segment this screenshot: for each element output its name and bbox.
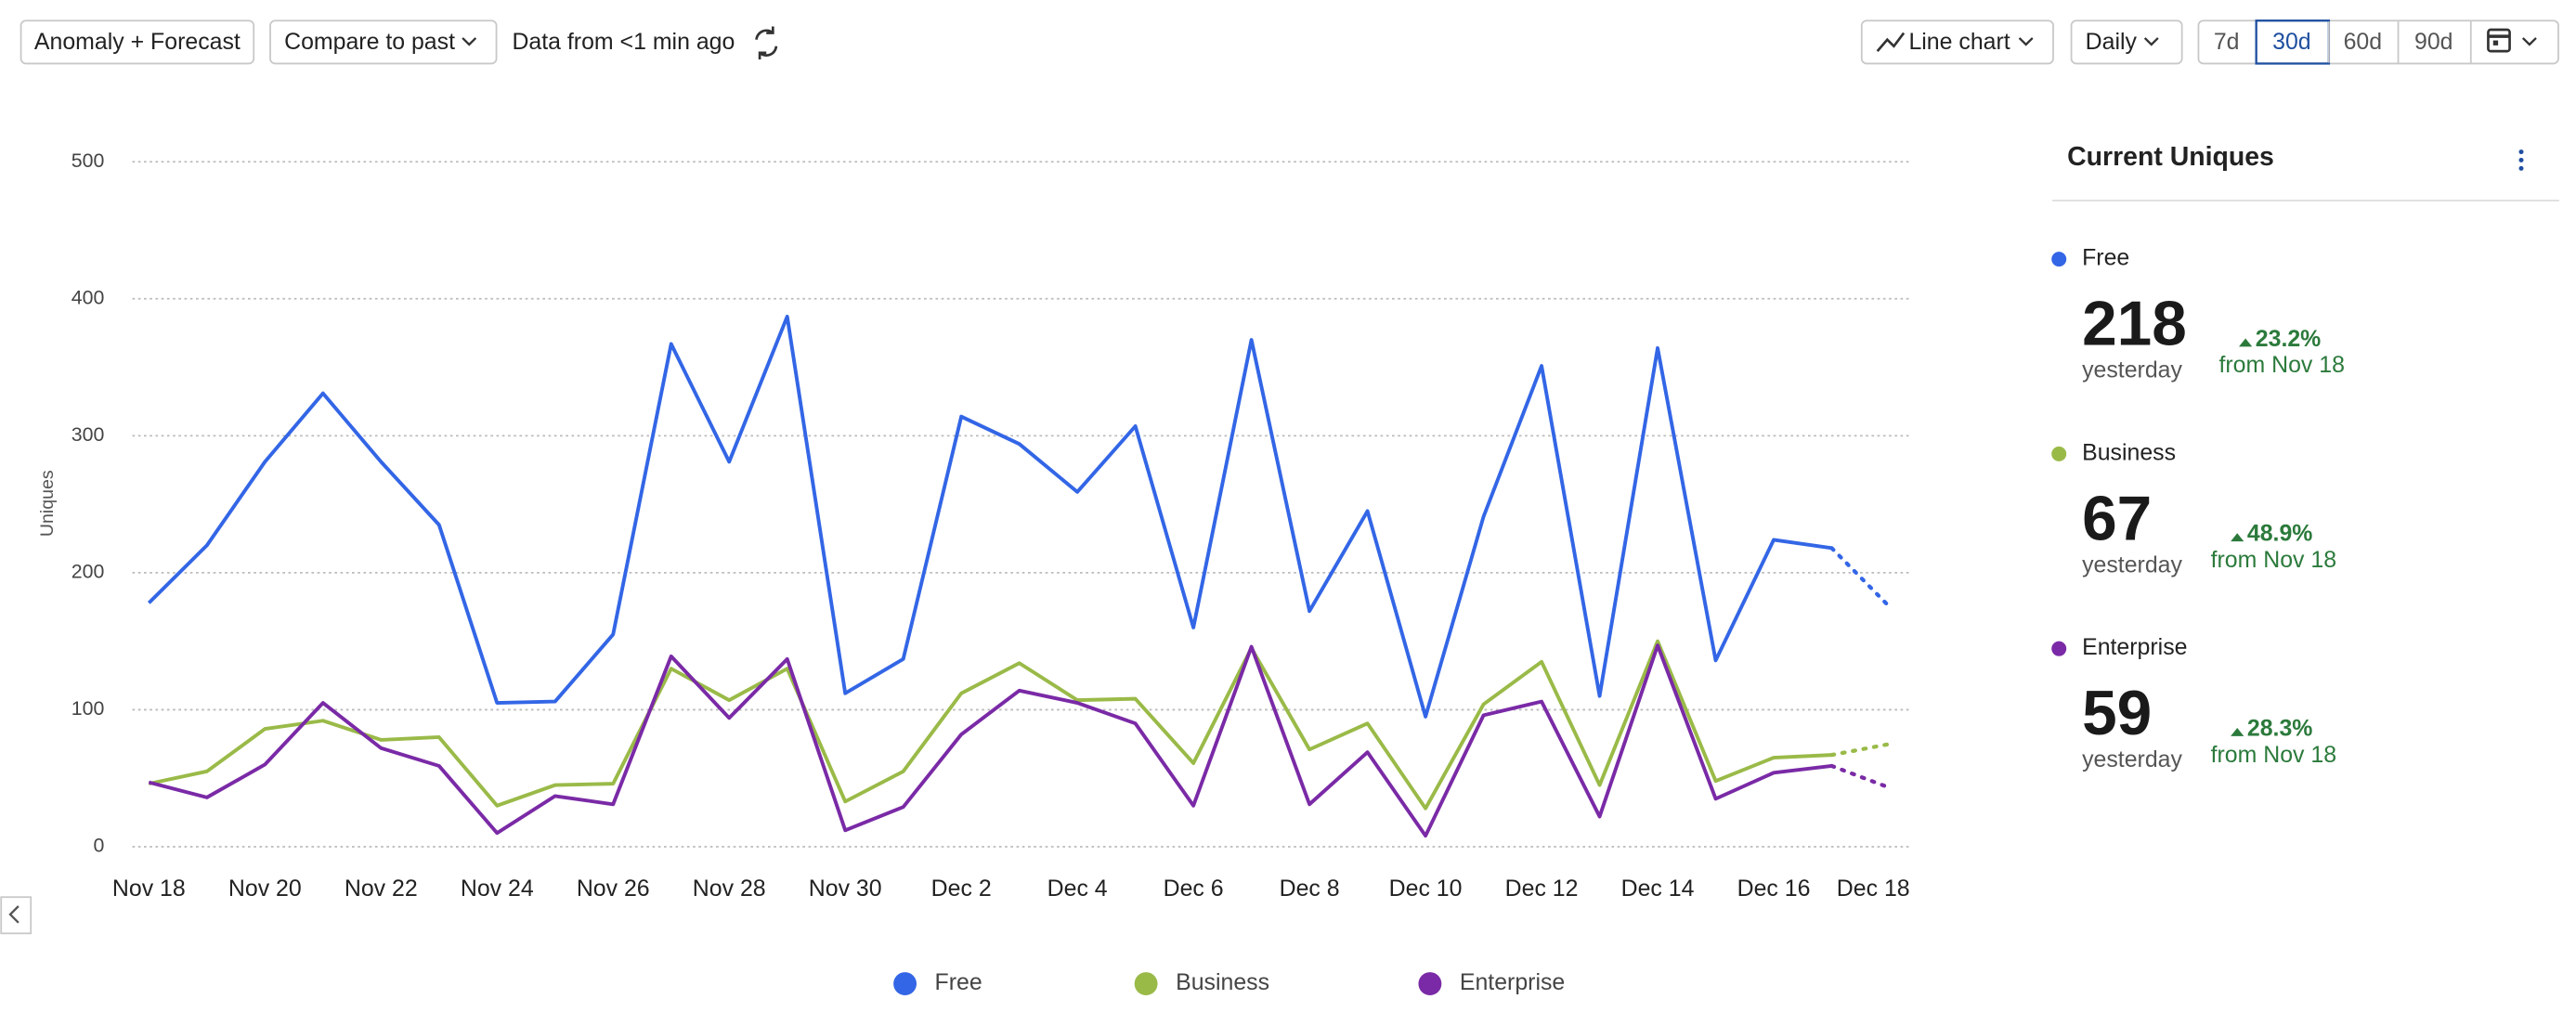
x-tick-label: Dec 12 [1505,876,1579,902]
x-tick-label: Nov 28 [693,876,766,902]
mode-button[interactable] [20,19,255,65]
x-tick-label: Dec 18 [1837,876,1910,902]
series-dot [2051,641,2067,656]
change-since: from Nov 18 [2211,742,2336,768]
current-value: 59 [2082,679,2152,748]
x-tick-label: Dec 6 [1164,876,1224,902]
panel-title: Current Uniques [2067,142,2274,172]
x-tick-label: Dec 16 [1737,876,1811,902]
x-tick-label: Nov 18 [112,876,186,902]
period: yesterday [2082,746,2182,772]
legend-label: Business [1176,969,1269,995]
change: 48.9% [2247,521,2313,547]
change-since: from Nov 18 [2218,352,2344,378]
legend-label: Enterprise [1460,969,1565,995]
range-selected [2255,19,2331,65]
chart-kind-label: Line chart [1908,29,2010,55]
x-tick-label: Dec 2 [931,876,992,902]
collapse-button[interactable] [0,896,33,935]
y-tick-label: 300 [72,423,105,446]
up-arrow [2231,533,2244,542]
change-since: from Nov 18 [2211,547,2336,573]
change: 23.2% [2256,326,2322,352]
forecast-line [1829,546,1893,609]
mode-label: Anomaly + Forecast [34,29,241,55]
range-button[interactable]: 60d [2344,29,2383,55]
calendar-button[interactable] [2487,28,2537,53]
series-line [148,643,1832,838]
panel-menu[interactable] [2518,149,2524,171]
chevron [2018,37,2034,46]
refresh-button[interactable] [755,26,778,59]
chevron [462,37,477,46]
freshness: Data from <1 min ago [512,29,735,55]
change: 28.3% [2247,715,2313,741]
y-tick-label: 200 [72,561,105,583]
x-tick-label: Nov 30 [809,876,882,902]
range-button[interactable]: 30d [2272,29,2311,55]
y-tick-label: 500 [72,149,105,172]
x-tick-label: Dec 14 [1621,876,1695,902]
period: yesterday [2082,357,2182,383]
range-button[interactable]: 7d [2214,29,2240,55]
x-tick-label: Nov 24 [461,876,534,902]
compare-button[interactable] [269,19,498,65]
interval-button[interactable] [2070,19,2183,65]
x-tick-label: Dec 8 [1280,876,1340,902]
x-tick-label: Nov 20 [228,876,302,902]
period: yesterday [2082,551,2182,577]
x-tick-label: Nov 22 [345,876,418,902]
y-tick-label: 0 [93,835,104,857]
legend-swatch [1134,972,1158,995]
current-value: 67 [2082,484,2152,553]
up-arrow [2239,338,2253,347]
range-button[interactable]: 90d [2414,29,2453,55]
legend-swatch [893,972,917,995]
legend-swatch [1418,972,1442,995]
legend-label: Free [935,969,982,995]
current-value: 218 [2082,290,2187,359]
forecast-line [1829,763,1893,790]
x-tick-label: Nov 26 [577,876,650,902]
line-icon [1876,32,1906,52]
compare-label: Compare to past [284,29,455,55]
series-line [147,315,1832,719]
x-tick-label: Dec 10 [1389,876,1463,902]
chart-kind-button[interactable] [1860,19,2054,65]
series-line [148,639,1832,811]
forecast-line [1829,742,1893,758]
chevron [8,905,20,924]
x-tick-label: Dec 4 [1047,876,1108,902]
series-dot [2051,446,2067,461]
y-axis-label: Uniques [37,470,58,537]
y-tick-label: 400 [72,286,105,308]
up-arrow [2231,728,2244,736]
series-dot [2051,252,2067,267]
series-name: Business [2082,439,2176,465]
series-name: Free [2082,245,2129,271]
chevron [2143,37,2159,46]
y-tick-label: 100 [72,697,105,720]
series-name: Enterprise [2082,634,2187,660]
interval-label: Daily [2086,29,2138,55]
toolbar: Anomaly + Forecast Compare to past Data … [20,19,2559,65]
